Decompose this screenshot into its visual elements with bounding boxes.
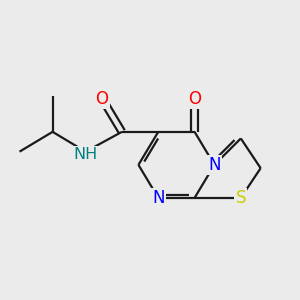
Text: O: O	[96, 90, 109, 108]
Text: S: S	[236, 189, 246, 207]
Text: O: O	[188, 90, 201, 108]
Text: N: N	[208, 156, 220, 174]
Text: N: N	[152, 189, 164, 207]
Text: NH: NH	[74, 148, 98, 163]
